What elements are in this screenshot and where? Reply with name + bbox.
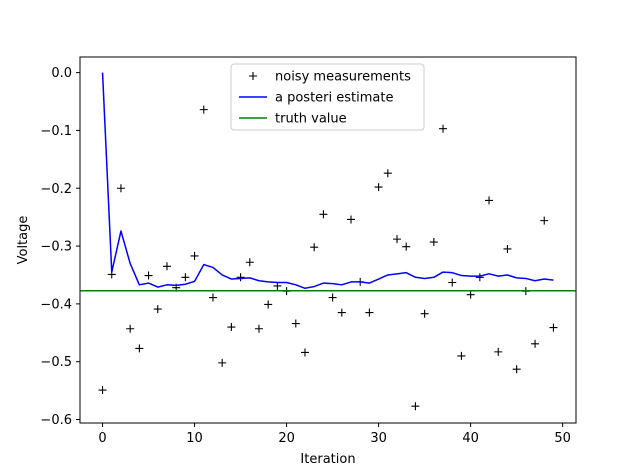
y-tick-label: −0.6: [40, 413, 72, 428]
y-tick-label: −0.5: [40, 355, 72, 370]
y-tick-label: −0.4: [40, 297, 72, 312]
measurement-point: [531, 339, 540, 348]
measurement-point: [310, 243, 319, 252]
measurement-point: [383, 169, 392, 178]
legend-entry-label: truth value: [275, 112, 347, 127]
measurement-point: [393, 235, 402, 244]
measurement-point: [181, 273, 190, 282]
measurement-point: [199, 105, 208, 114]
measurement-point: [208, 293, 217, 302]
measurement-point: [411, 402, 420, 411]
measurement-point: [402, 242, 411, 251]
legend-entry-label: noisy measurements: [275, 70, 411, 85]
axes-frame: [79, 56, 577, 424]
y-tick-label: −0.1: [40, 124, 72, 139]
measurement-point: [540, 216, 549, 225]
y-tick-label: 0.0: [51, 66, 72, 81]
measurement-point: [374, 183, 383, 192]
measurement-point: [503, 244, 512, 253]
measurement-point: [439, 124, 448, 133]
measurement-point: [365, 308, 374, 317]
measurement-point: [475, 273, 484, 282]
y-tick-label: −0.3: [40, 240, 72, 255]
y-axis-label: Voltage: [16, 216, 31, 265]
measurement-point: [337, 308, 346, 317]
measurement-point: [291, 319, 300, 328]
measurement-point: [485, 196, 494, 205]
measurement-point: [236, 273, 245, 282]
measurement-point: [300, 348, 309, 357]
measurement-point: [264, 300, 273, 309]
measurement-point: [420, 309, 429, 318]
measurement-point: [190, 251, 199, 260]
measurement-point: [144, 271, 153, 280]
measurement-point: [98, 386, 107, 395]
measurement-point: [116, 184, 125, 193]
measurement-point: [245, 258, 254, 267]
x-axis-ticks: 0 10 20 30 40 50: [98, 423, 571, 446]
measurement-point: [328, 293, 337, 302]
measurement-point: [549, 323, 558, 332]
legend-marker-measurements: [249, 72, 257, 80]
measurement-point: [218, 358, 227, 367]
measurement-point: [457, 351, 466, 360]
measurement-point: [429, 238, 438, 247]
x-tick-label: 50: [554, 431, 571, 446]
x-tick-label: 40: [462, 431, 479, 446]
legend: noisy measurements a posteri estimate trut…: [230, 63, 425, 131]
x-tick-label: 20: [278, 431, 295, 446]
measurement-point: [448, 278, 457, 287]
measurement-point: [347, 215, 356, 224]
measurement-point: [227, 323, 236, 332]
plot-area: [80, 72, 576, 411]
legend-box: [230, 63, 425, 131]
measurement-point: [466, 290, 475, 299]
x-tick-label: 30: [370, 431, 387, 446]
x-tick-label: 10: [186, 431, 203, 446]
x-axis-label: Iteration: [300, 452, 355, 467]
estimate-line: [101, 72, 554, 290]
measurement-point: [273, 281, 282, 290]
measurement-point: [135, 344, 144, 353]
y-tick-label: −0.2: [40, 182, 72, 197]
measurement-point: [126, 324, 135, 333]
measurement-point: [494, 347, 503, 356]
measurement-point: [254, 324, 263, 333]
measurement-point: [162, 262, 171, 271]
x-tick-label: 0: [98, 431, 106, 446]
measurement-point: [153, 305, 162, 314]
legend-entry-label: a posteri estimate: [275, 91, 393, 106]
measurement-point: [319, 210, 328, 219]
measurement-point: [512, 365, 521, 374]
y-axis-ticks: 0.0 −0.1 −0.2 −0.3 −0.4 −0.5 −0.6: [40, 66, 80, 428]
